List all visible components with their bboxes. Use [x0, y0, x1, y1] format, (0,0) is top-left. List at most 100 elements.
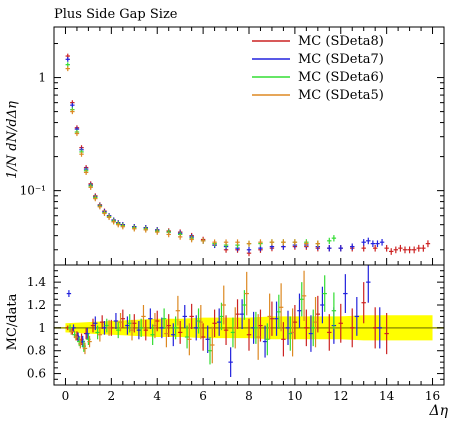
ratio-point: [320, 286, 325, 324]
main-point: [155, 229, 160, 235]
ratio-point: [230, 317, 236, 348]
ratio-point: [198, 305, 204, 340]
ratio-point: [292, 305, 298, 340]
ratio-point: [228, 347, 233, 377]
ratio-point: [242, 290, 247, 320]
ratio-point: [118, 313, 123, 332]
ratio-x-tick-label: 4: [153, 389, 161, 403]
main-point: [327, 237, 332, 245]
ratio-point: [66, 290, 72, 297]
legend-item: MC (SDeta7): [252, 52, 384, 67]
ratio-point: [184, 325, 190, 349]
ratio-point: [116, 322, 121, 339]
ratio-point: [69, 327, 74, 335]
ratio-point: [90, 318, 96, 333]
ratio-y-axis-label: MC/data: [5, 293, 20, 350]
ratio-point: [350, 308, 355, 348]
legend-label: MC (SDeta5): [298, 88, 384, 103]
main-point: [70, 102, 75, 108]
main-point: [83, 169, 89, 175]
main-point: [361, 245, 366, 252]
main-point: [223, 239, 229, 246]
main-point: [370, 240, 376, 248]
main-point: [116, 222, 121, 228]
main-x-ticks: [64, 27, 434, 265]
ratio-series-1: [66, 265, 382, 377]
ratio-point: [233, 307, 238, 349]
ratio-point: [196, 308, 201, 334]
legend-label: MC (SDeta8): [298, 34, 384, 49]
main-point: [416, 244, 421, 252]
ratio-point: [313, 297, 318, 348]
ratio-point: [308, 315, 314, 352]
ratio-point: [189, 303, 194, 329]
main-point: [143, 227, 148, 233]
ratio-point: [361, 282, 366, 324]
ratio-point: [255, 314, 261, 360]
ratio-point: [102, 321, 107, 335]
ratio-point: [106, 319, 112, 336]
ratio-point: [148, 308, 153, 329]
ratio-x-tick-label: 8: [245, 389, 253, 403]
main-point: [281, 239, 286, 246]
ratio-point: [99, 315, 105, 329]
main-y-axis-label: 1/N dN/dΔη: [5, 101, 20, 179]
ratio-y-tick-label: 0.8: [27, 344, 46, 358]
main-point: [200, 238, 206, 244]
ratio-point: [377, 307, 382, 349]
ratio-point: [265, 323, 270, 356]
main-point: [246, 246, 252, 253]
ratio-point: [113, 313, 119, 329]
main-series-2: [65, 62, 337, 249]
ratio-point: [304, 309, 309, 347]
main-point: [379, 239, 385, 246]
ratio-point: [93, 316, 98, 331]
ratio-point: [338, 303, 343, 343]
ratio-point: [175, 295, 181, 326]
ratio-point: [216, 308, 222, 336]
ratio-x-tick-label: 14: [379, 389, 395, 403]
ratio-point: [87, 335, 92, 348]
ratio-point: [331, 292, 337, 329]
ratio-point: [164, 319, 169, 348]
ratio-point: [120, 309, 126, 328]
ratio-point: [177, 321, 183, 344]
main-point: [384, 244, 389, 252]
ratio-y-tick-label: 1.4: [27, 275, 46, 289]
ratio-point: [166, 314, 171, 337]
ratio-point: [187, 323, 192, 356]
main-point: [315, 240, 321, 247]
main-point: [97, 204, 103, 210]
ratio-point: [269, 301, 275, 336]
ratio-point: [322, 275, 327, 312]
main-point: [366, 237, 371, 245]
legend-label: MC (SDeta7): [298, 52, 384, 67]
main-point: [338, 245, 343, 252]
main-point: [304, 240, 309, 247]
ratio-y-tick-label: 1: [38, 321, 46, 335]
ratio-point: [138, 318, 144, 337]
main-point: [65, 66, 70, 72]
main-point: [177, 234, 183, 240]
main-point: [93, 196, 98, 202]
ratio-point: [104, 318, 109, 333]
ratio-point: [301, 270, 307, 321]
ratio-point: [97, 327, 103, 342]
main-point: [375, 240, 380, 248]
main-point: [102, 210, 107, 216]
ratio-series-0: [65, 282, 389, 357]
ratio-point: [200, 323, 206, 351]
main-point: [292, 239, 298, 246]
main-point: [425, 240, 431, 248]
ratio-point: [384, 313, 389, 355]
main-point: [269, 239, 275, 246]
ratio-point: [267, 293, 272, 340]
ratio-point: [262, 325, 268, 358]
ratio-point: [132, 314, 137, 333]
main-point: [88, 184, 93, 190]
ratio-point: [155, 310, 160, 332]
ratio-x-ticks: 0 2 4 6 8 10 12 14 16: [62, 378, 440, 403]
main-point: [258, 239, 263, 246]
ratio-point: [159, 317, 165, 339]
ratio-x-tick-label: 16: [425, 389, 440, 403]
